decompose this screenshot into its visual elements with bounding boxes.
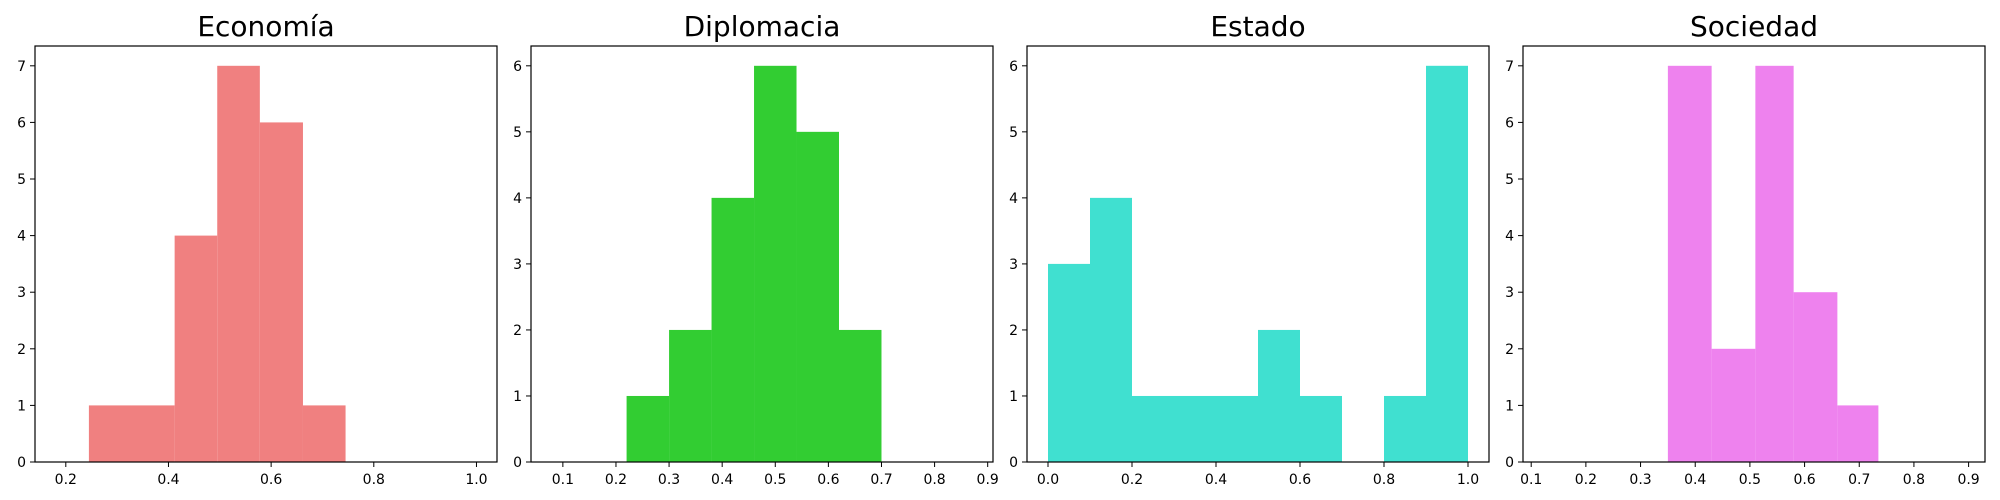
axes-frame bbox=[1522, 45, 1986, 463]
histogram-bar bbox=[626, 395, 670, 462]
histogram-bar bbox=[1711, 348, 1756, 462]
histogram-bar bbox=[174, 235, 218, 462]
y-tick-label: 6 bbox=[1009, 59, 1018, 75]
y-tick-label: 4 bbox=[513, 191, 522, 207]
y-tick-label: 1 bbox=[1505, 398, 1514, 414]
x-tick-label: 0.3 bbox=[1629, 472, 1651, 488]
histogram-bar bbox=[1426, 65, 1468, 463]
x-tick-label: 0.8 bbox=[1903, 472, 1925, 488]
y-tick-label: 6 bbox=[17, 115, 26, 131]
histogram-bar bbox=[1300, 395, 1342, 462]
y-tick-label: 5 bbox=[1009, 125, 1018, 141]
x-tick-label: 0.1 bbox=[552, 472, 574, 488]
histogram-bar bbox=[1174, 395, 1216, 462]
chart-panel-1: 0.2 0.4 0.6 0.8 1.0 0 1 2 3 4 5 6 7 Economía bbox=[17, 10, 498, 488]
x-tick-label: 0.6 bbox=[260, 472, 282, 488]
x-tick-label: 0.7 bbox=[1848, 472, 1870, 488]
x-tick-label: 0.1 bbox=[1520, 472, 1542, 488]
y-tick-label: 4 bbox=[17, 229, 26, 245]
histogram-bar bbox=[1216, 395, 1258, 462]
x-tick-label: 0.8 bbox=[363, 472, 385, 488]
y-tick-label: 2 bbox=[1505, 342, 1514, 358]
y-tick-label: 7 bbox=[17, 59, 26, 75]
x-tick-label: 0.4 bbox=[1684, 472, 1706, 488]
histogram-bar bbox=[796, 131, 839, 463]
axes-frame bbox=[530, 45, 994, 463]
x-tick-label: 0.7 bbox=[870, 472, 892, 488]
chart-title: Sociedad bbox=[1690, 10, 1818, 43]
histogram-bar bbox=[1837, 405, 1879, 462]
x-tick-label: 0.6 bbox=[817, 472, 839, 488]
histogram-bar bbox=[1793, 292, 1838, 462]
histogram-bar bbox=[1132, 395, 1174, 462]
y-tick-label: 1 bbox=[17, 398, 26, 414]
y-tick-label: 6 bbox=[513, 59, 522, 75]
x-tick-label: 1.0 bbox=[1457, 472, 1479, 488]
x-tick-label: 0.4 bbox=[157, 472, 179, 488]
y-tick-label: 3 bbox=[1009, 257, 1018, 273]
histogram-bar bbox=[839, 329, 882, 462]
y-tick-label: 0 bbox=[513, 455, 522, 471]
x-tick-label: 0.6 bbox=[1793, 472, 1815, 488]
histogram-bar bbox=[88, 405, 132, 462]
y-tick-label: 4 bbox=[1009, 191, 1018, 207]
y-tick-label: 0 bbox=[17, 455, 26, 471]
histogram-bar bbox=[1384, 395, 1426, 462]
x-tick-label: 0.9 bbox=[977, 472, 999, 488]
y-tick-label: 2 bbox=[513, 323, 522, 339]
y-tick-label: 5 bbox=[17, 172, 26, 188]
histogram-bar bbox=[1090, 197, 1132, 462]
y-tick-label: 7 bbox=[1505, 59, 1514, 75]
x-tick-label: 1.0 bbox=[465, 472, 487, 488]
x-tick-label: 0.8 bbox=[1373, 472, 1395, 488]
chart-panel-3: 0.0 0.2 0.4 0.6 0.8 1.0 0 1 2 3 4 5 6 Estado bbox=[1009, 10, 1490, 488]
histogram-bar bbox=[131, 405, 175, 462]
y-tick-label: 0 bbox=[1009, 455, 1018, 471]
y-tick-label: 2 bbox=[17, 342, 26, 358]
y-tick-label: 5 bbox=[513, 125, 522, 141]
histogram-bar bbox=[259, 122, 303, 462]
y-tick-label: 2 bbox=[1009, 323, 1018, 339]
axes-frame bbox=[34, 45, 498, 463]
chart-title: Economía bbox=[197, 10, 334, 43]
chart-panel-2: 0.1 0.2 0.3 0.4 0.5 0.6 0.7 0.8 0.9 0 1 2 3 4 5 6 Diplom… bbox=[513, 10, 999, 488]
x-tick-label: 0.6 bbox=[1289, 472, 1311, 488]
histogram-bar bbox=[711, 197, 755, 462]
histogram-bar bbox=[302, 405, 346, 462]
y-tick-label: 1 bbox=[513, 389, 522, 405]
chart-panel-4: 0.1 0.2 0.3 0.4 0.5 0.6 0.7 0.8 0.9 0 1 2 3 4 5 6 7 Socie… bbox=[1505, 10, 1986, 488]
x-tick-label: 0.2 bbox=[1575, 472, 1597, 488]
x-tick-label: 0.2 bbox=[605, 472, 627, 488]
x-tick-label: 0.5 bbox=[764, 472, 786, 488]
y-tick-label: 3 bbox=[1505, 285, 1514, 301]
x-tick-label: 0.5 bbox=[1739, 472, 1761, 488]
x-tick-label: 0.4 bbox=[1205, 472, 1227, 488]
histogram-bar bbox=[1755, 65, 1794, 463]
y-tick-label: 0 bbox=[1505, 455, 1514, 471]
x-tick-label: 0.4 bbox=[711, 472, 733, 488]
histogram-bar bbox=[1258, 329, 1300, 462]
histogram-bar bbox=[669, 329, 712, 462]
y-tick-label: 3 bbox=[513, 257, 522, 273]
histogram-bar bbox=[217, 65, 260, 463]
y-tick-label: 1 bbox=[1009, 389, 1018, 405]
histogram-bar bbox=[754, 65, 797, 463]
x-tick-label: 0.8 bbox=[923, 472, 945, 488]
y-tick-label: 5 bbox=[1505, 172, 1514, 188]
histogram-bar bbox=[1048, 263, 1090, 462]
x-tick-label: 0.2 bbox=[55, 472, 77, 488]
x-tick-label: 0.9 bbox=[1957, 472, 1979, 488]
histogram-bar bbox=[1667, 65, 1712, 463]
y-tick-label: 4 bbox=[1505, 229, 1514, 245]
axes-frame bbox=[1026, 45, 1490, 463]
chart-title: Diplomacia bbox=[684, 10, 841, 43]
y-tick-label: 6 bbox=[1505, 115, 1514, 131]
x-tick-label: 0.0 bbox=[1037, 472, 1059, 488]
x-tick-label: 0.2 bbox=[1121, 472, 1143, 488]
x-tick-label: 0.3 bbox=[658, 472, 680, 488]
y-tick-label: 3 bbox=[17, 285, 26, 301]
chart-title: Estado bbox=[1210, 10, 1305, 43]
